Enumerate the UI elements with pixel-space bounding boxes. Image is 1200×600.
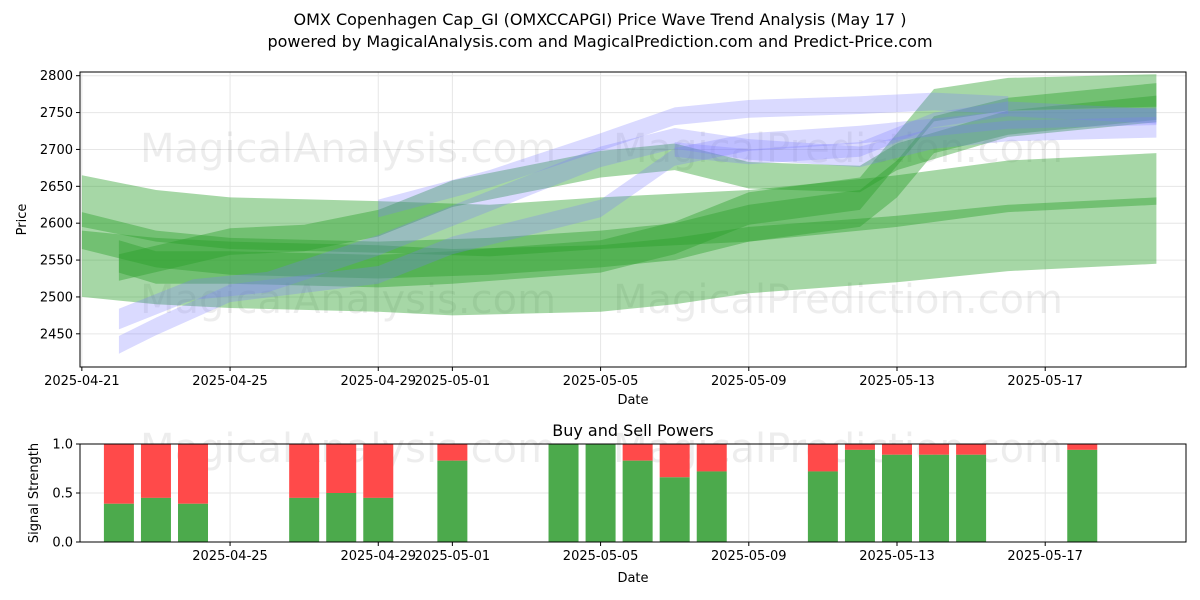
power-panel: MagicalAnalysis.comMagicalPrediction.com… [27, 421, 1187, 586]
price-band-green [81, 197, 1157, 316]
x-axis-label: Date [617, 393, 648, 408]
sell-bar [363, 444, 394, 498]
y-tick-label: 2450 [40, 327, 73, 342]
price-axes-frame [79, 71, 1187, 368]
buy-bar [548, 444, 579, 542]
sell-bar [289, 444, 320, 498]
price-band-green [118, 74, 1157, 288]
watermark: MagicalPrediction.com [613, 126, 1063, 172]
y-tick-label: 2750 [40, 106, 73, 121]
buy-bar [622, 460, 653, 542]
price-band-blue [118, 117, 1157, 330]
x-tick-label: 2025-05-09 [711, 374, 787, 389]
sell-bar [844, 444, 875, 450]
x-axis-label: Date [617, 571, 648, 586]
x-tick-label: 2025-04-21 [44, 374, 120, 389]
sell-bar [659, 444, 690, 478]
buy-bar [437, 460, 468, 542]
buy-bar [919, 454, 950, 542]
x-tick-label: 2025-05-05 [563, 549, 639, 564]
sell-bar [919, 444, 950, 455]
price-band-green [118, 95, 1157, 281]
x-tick-label: 2025-04-25 [192, 549, 268, 564]
sell-bar [437, 444, 468, 461]
x-tick-label: 2025-05-01 [415, 374, 491, 389]
y-tick-label: 0.0 [52, 536, 73, 551]
y-tick-label: 2650 [40, 180, 73, 195]
y-axis-label: Price [15, 204, 30, 236]
watermark: MagicalPrediction.com [613, 277, 1063, 323]
buy-bar [363, 497, 394, 542]
y-tick-label: 2550 [40, 254, 73, 269]
watermark: MagicalAnalysis.com [140, 126, 556, 172]
x-tick-label: 2025-05-09 [711, 549, 787, 564]
x-tick-label: 2025-05-13 [859, 374, 935, 389]
power-title: Buy and Sell Powers [552, 421, 714, 440]
buy-bar [659, 477, 690, 542]
sell-bar [326, 444, 357, 493]
watermark: MagicalAnalysis.com [140, 277, 556, 323]
y-axis-label: Signal Strength [27, 443, 42, 543]
x-tick-label: 2025-04-25 [192, 374, 268, 389]
price-band-green [81, 153, 1157, 257]
sell-bar [103, 444, 134, 504]
price-band-green [81, 83, 1157, 279]
sell-bar [1067, 444, 1098, 450]
y-tick-label: 0.5 [52, 487, 73, 502]
price-band-blue [378, 92, 1009, 218]
x-tick-label: 2025-05-17 [1007, 549, 1083, 564]
price-bands [81, 74, 1157, 354]
buy-bar [1067, 449, 1098, 542]
buy-bar [585, 444, 616, 542]
chart-subtitle: powered by MagicalAnalysis.com and Magic… [267, 32, 933, 51]
buy-bar [103, 503, 134, 542]
x-tick-label: 2025-05-05 [563, 374, 639, 389]
sell-bar [140, 444, 171, 498]
buy-bar [696, 471, 727, 542]
y-tick-label: 2500 [40, 290, 73, 305]
x-tick-label: 2025-04-29 [340, 549, 416, 564]
buy-bar [881, 454, 912, 542]
buy-bar [326, 493, 357, 542]
buy-bar [844, 449, 875, 542]
sell-bar [178, 444, 209, 504]
buy-bar [178, 503, 209, 542]
buy-bar [956, 454, 987, 542]
y-tick-label: 2800 [40, 69, 73, 84]
buy-bar [289, 497, 320, 542]
x-tick-label: 2025-05-01 [415, 549, 491, 564]
buy-bar [807, 471, 838, 542]
price-panel: MagicalAnalysis.com MagicalPrediction.com… [15, 69, 1187, 408]
sell-bar [881, 444, 912, 455]
y-tick-label: 2600 [40, 217, 73, 232]
price-band-blue [674, 101, 1157, 165]
sell-bar [807, 444, 838, 472]
y-tick-label: 1.0 [52, 438, 73, 453]
x-tick-label: 2025-05-17 [1007, 374, 1083, 389]
sell-bar [696, 444, 727, 472]
y-tick-label: 2700 [40, 143, 73, 158]
x-tick-label: 2025-05-13 [859, 549, 935, 564]
chart-title: OMX Copenhagen Cap_GI (OMXCCAPGI) Price … [293, 10, 907, 29]
x-tick-label: 2025-04-29 [340, 374, 416, 389]
buy-bar [140, 497, 171, 542]
sell-bar [956, 444, 987, 455]
sell-bar [622, 444, 653, 461]
